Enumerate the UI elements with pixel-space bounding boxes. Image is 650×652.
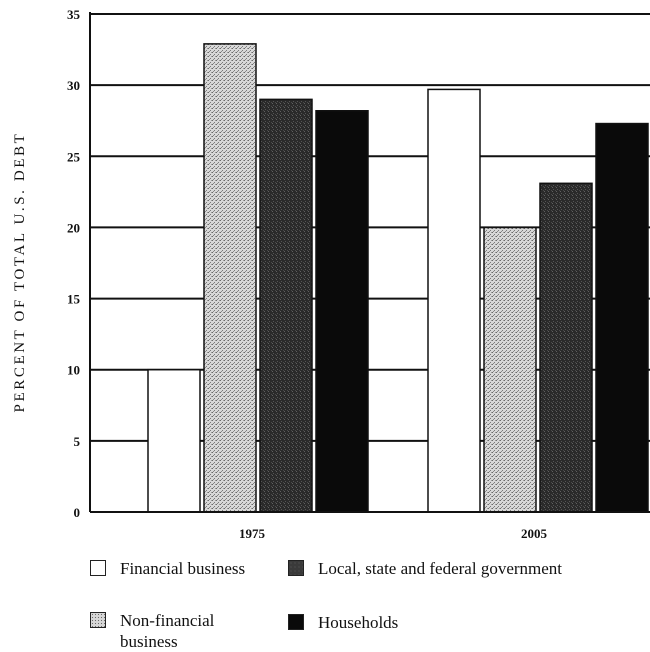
legend-label: Local, state and federal government: [318, 559, 563, 578]
x-tick-labels: 1975 2005: [239, 526, 548, 541]
y-tick-label: 0: [74, 505, 81, 520]
y-tick-labels: 0 5 10 15 20 25 30 35: [67, 7, 81, 520]
bar-2005-1: [427, 88, 481, 513]
y-tick-label: 5: [74, 434, 81, 449]
bar-2005-3: [539, 182, 593, 513]
legend-label: Financial business: [120, 559, 246, 578]
legend-swatch: [288, 614, 304, 630]
x-tick-label: 2005: [521, 526, 548, 541]
y-axis-label: PERCENT OF TOTAL U.S. DEBT: [12, 132, 28, 413]
y-tick-label: 25: [67, 149, 81, 164]
legend-label: Non-financial business: [120, 611, 215, 651]
legend-swatch: [90, 612, 106, 628]
y-tick-label: 10: [67, 363, 80, 378]
bar-1975-1: [147, 368, 201, 513]
x-tick-label: 1975: [239, 526, 266, 541]
y-tick-label: 20: [67, 220, 80, 235]
y-tick-label: 30: [67, 78, 80, 93]
y-tick-label: 35: [67, 7, 81, 22]
bar-1975-4: [315, 110, 369, 513]
bar-1975-2: [203, 43, 257, 513]
legend-label: Households: [318, 613, 399, 632]
legend-swatch: [288, 560, 304, 576]
axes: [89, 12, 650, 513]
bar-2005-4: [595, 122, 649, 513]
bars: [147, 43, 649, 513]
legend-swatch: [90, 560, 106, 576]
bar-1975-3: [259, 98, 313, 513]
y-tick-label: 15: [67, 292, 81, 307]
bar-2005-2: [483, 226, 537, 513]
